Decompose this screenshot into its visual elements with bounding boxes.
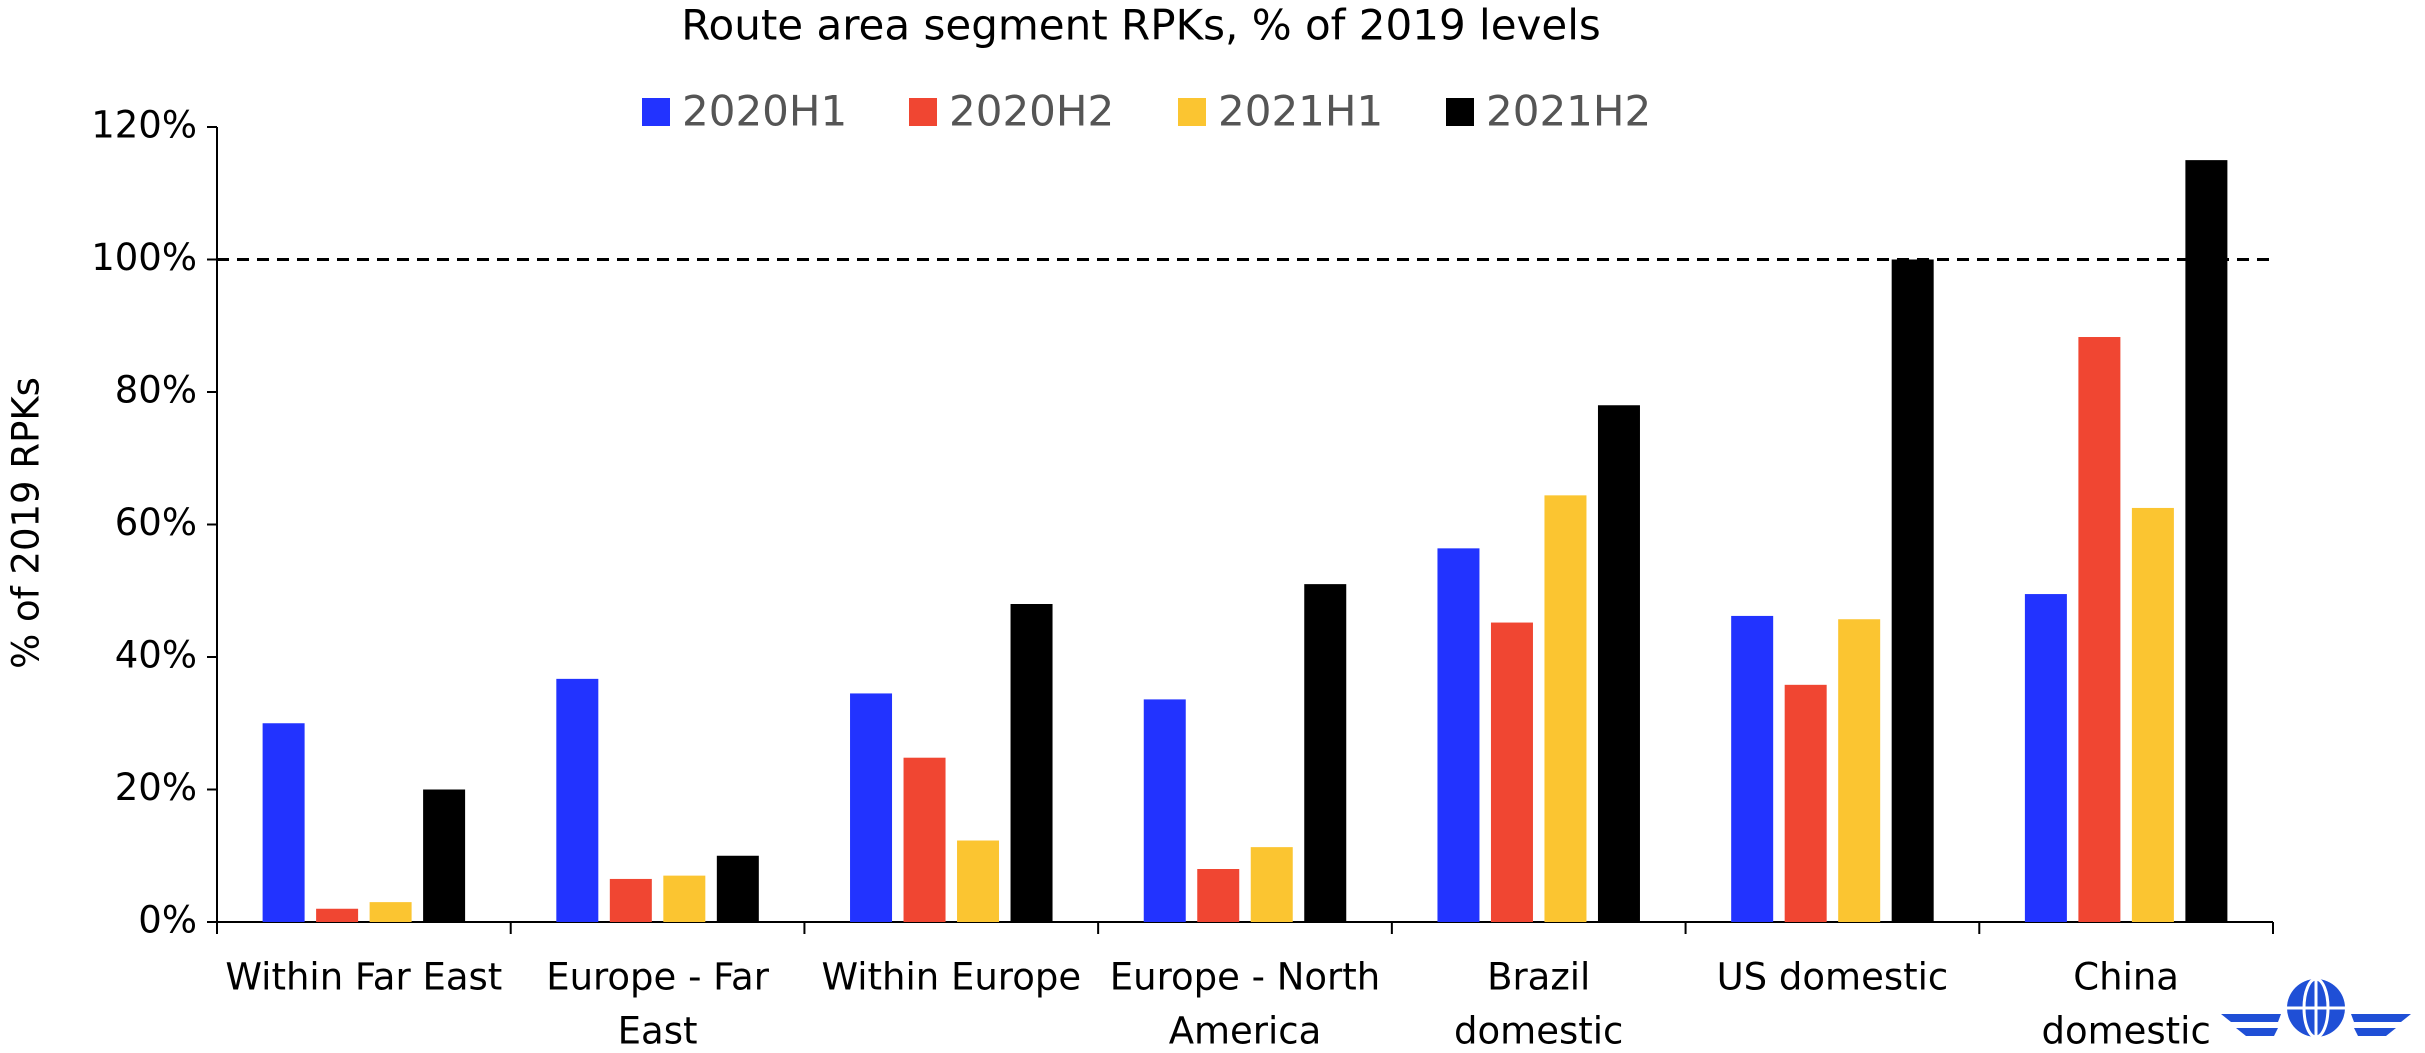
x-tick-label: domestic [1454,1010,1623,1053]
x-tick-label: Within Europe [821,956,1081,999]
y-tick-label: 120% [91,104,197,147]
legend-swatch [642,98,670,126]
bar [609,878,652,922]
y-tick-label: 40% [115,634,197,677]
bar [2185,160,2228,922]
bar [1250,847,1293,922]
bar [2024,594,2067,922]
y-tick-label: 80% [115,369,197,412]
bar [1544,495,1587,922]
bar [850,693,893,922]
y-axis-label: % of 2019 RPKs [5,377,48,669]
bar [1197,869,1240,922]
bar [1490,622,1533,922]
x-tick-label: domestic [2041,1010,2210,1053]
legend-swatch [1446,98,1474,126]
logo [2221,977,2411,1039]
x-tick-label: Europe - North [1110,956,1380,999]
bar [716,855,759,922]
legend-label: 2021H1 [1218,87,1383,136]
bar [316,908,359,922]
y-tick-label: 100% [91,236,197,279]
legend-label: 2020H1 [682,87,847,136]
y-tick-label: 0% [138,899,197,942]
x-tick-label: America [1169,1010,1322,1053]
bar [903,757,946,922]
x-tick-label: Within Far East [225,956,502,999]
bar [423,789,466,922]
bar [2131,507,2174,922]
x-tick-label: East [618,1010,698,1053]
x-tick-label: Brazil [1487,956,1590,999]
chart-title: Route area segment RPKs, % of 2019 level… [681,1,1601,50]
bar [1597,405,1640,922]
bar [1437,548,1480,922]
bar [957,840,1000,922]
bar [369,902,412,922]
legend-swatch [1178,98,1206,126]
bar [1010,604,1053,922]
bar [1143,699,1186,922]
bar [2078,337,2121,922]
legend-label: 2021H2 [1486,87,1651,136]
bar [663,875,706,922]
bar [262,723,305,922]
legend-swatch [909,98,937,126]
x-tick-label: China [2073,956,2179,999]
bar [1731,615,1774,922]
bar [1838,619,1881,922]
legend-label: 2020H2 [949,87,1114,136]
bar [1891,259,1934,922]
bar [556,678,599,922]
y-tick-label: 20% [115,766,197,809]
bar [1304,584,1347,922]
bar [1784,684,1827,922]
x-tick-label: US domestic [1717,956,1949,999]
y-tick-label: 60% [115,501,197,544]
x-tick-label: Europe - Far [546,956,770,999]
